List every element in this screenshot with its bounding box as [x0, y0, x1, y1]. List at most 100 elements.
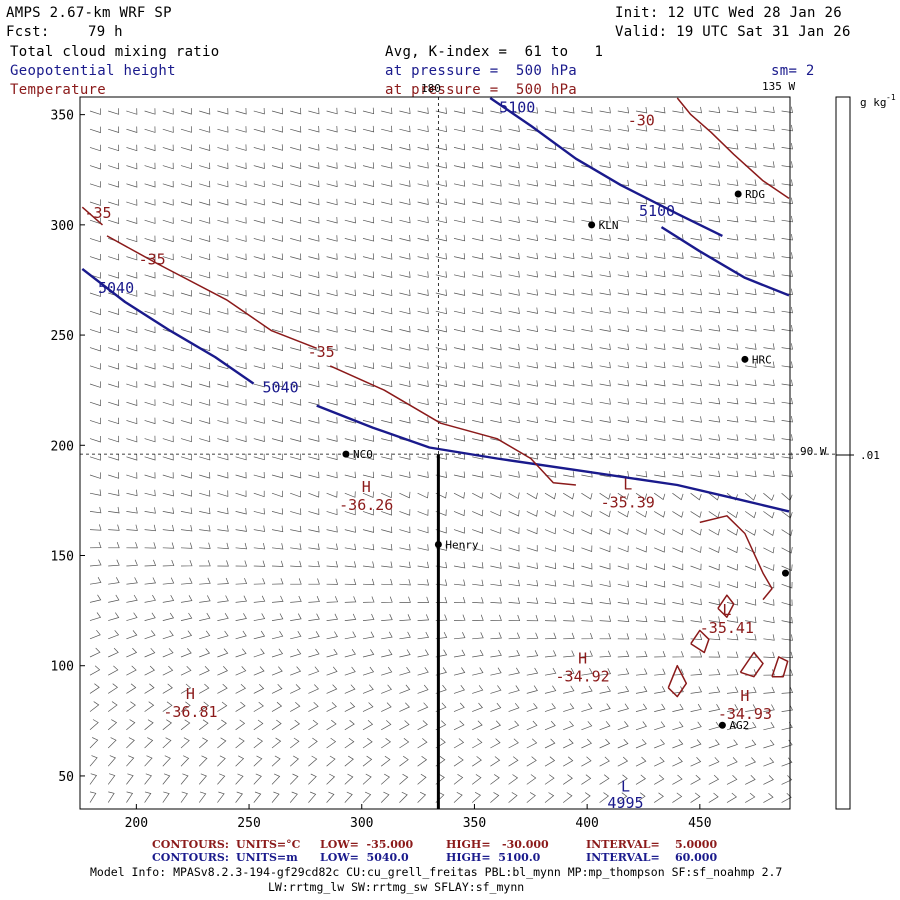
- forecast-hour: 79 h: [88, 24, 123, 40]
- temperature-contour: [676, 97, 790, 200]
- station-label: RDG: [745, 188, 765, 201]
- footer-temp-contours: CONTOURS:: [152, 838, 229, 851]
- temperature-contour: [667, 664, 688, 698]
- extremum-type-label: L: [623, 476, 632, 494]
- extremum-value-label: -35.39: [601, 494, 655, 512]
- field-temperature: Temperature: [10, 82, 107, 98]
- station-label: HRC: [752, 353, 772, 366]
- height-contour: [316, 404, 790, 513]
- station-label: AG2: [729, 719, 749, 732]
- colorbar-unit: g kg: [860, 96, 887, 109]
- x-axis-tick-label: 200: [125, 816, 148, 831]
- smoothing-value: sm= 2: [771, 63, 815, 79]
- temperature-contour: [771, 656, 789, 678]
- y-axis-tick-label: 100: [51, 660, 74, 675]
- temperature-contour-label: -35: [84, 204, 111, 222]
- temperature-contour: [690, 629, 710, 654]
- station-label: NCO: [353, 448, 373, 461]
- footer-temp-high: HIGH= -30.000: [446, 838, 549, 851]
- station-label: KLN: [599, 219, 619, 232]
- colorbar-tick-label: .01: [860, 449, 880, 462]
- temperature-contour-label: -35: [139, 251, 166, 269]
- footer-temp-units: UNITS=°C: [236, 838, 301, 851]
- footer-temp-interval: INTERVAL= 5.0000: [586, 838, 718, 851]
- height-contour: [489, 97, 723, 237]
- station-marker: [741, 355, 749, 363]
- valid-time: Valid: 19 UTC Sat 31 Jan 26: [615, 24, 851, 40]
- footer-temp-low: LOW= -35.000: [320, 838, 414, 851]
- field-geopotential-height: Geopotential height: [10, 63, 176, 79]
- footer-height-high: HIGH= 5100.0: [446, 851, 541, 864]
- footer-height-contours: CONTOURS:: [152, 851, 229, 864]
- field-cloud-mixing-ratio: Total cloud mixing ratio: [10, 44, 220, 60]
- temperature-contour-label: -35: [308, 343, 335, 361]
- extremum-type-label: H: [362, 478, 371, 496]
- height-contour: [81, 267, 255, 385]
- y-axis-tick-label: 150: [51, 550, 74, 565]
- footer-height-units: UNITS=m: [236, 851, 298, 864]
- extremum-value-label: -35.41: [700, 619, 754, 637]
- extremum-value-label: -34.92: [556, 668, 610, 686]
- extremum-type-label: L: [722, 601, 731, 619]
- station-marker: [734, 190, 742, 198]
- wind-barbs: [89, 106, 794, 803]
- y-axis-tick-label: 300: [51, 219, 74, 234]
- extremum-value-label: -34.93: [718, 705, 772, 723]
- colorbar-unit-exponent: -1: [886, 93, 896, 102]
- colorbar: [835, 96, 851, 810]
- markers: H-36.26L-35.39L-35.41H-34.92H-34.93H-36.…: [163, 188, 789, 812]
- model-info-physics: LW:rrtmg_lw SW:rrtmg_sw SFLAY:sf_mynn: [268, 880, 525, 894]
- temperature-contour: [699, 515, 773, 601]
- footer-height-interval: INTERVAL= 60.000: [586, 851, 718, 864]
- height-contour-label: 5040: [263, 378, 299, 396]
- pressure-level-temperature: at pressure = 500 hPa: [385, 82, 578, 98]
- extremum-type-label: H: [740, 687, 749, 705]
- grid-label-90w: 90 W: [800, 445, 827, 458]
- temperature-contour-label: -30: [628, 112, 655, 130]
- x-axis-tick-label: 400: [575, 816, 598, 831]
- axes: 200 250 300 350 400 450 50 100 150 200 250 300 350: [51, 109, 712, 831]
- temperature-contour: [717, 594, 735, 618]
- wind-barb-field: [89, 106, 794, 803]
- height-contours: 5100 5100 5040 5040: [81, 97, 790, 513]
- height-contour-label: 5040: [98, 279, 134, 297]
- height-contour: [660, 226, 790, 297]
- temperature-contour: [106, 235, 317, 349]
- avg-kindex: Avg, K-index = 61 to 1: [385, 44, 604, 60]
- model-title: AMPS 2.67-km WRF SP: [6, 5, 172, 21]
- height-contour-label: 5100: [499, 98, 535, 116]
- station-marker: [781, 569, 789, 577]
- y-axis-tick-label: 50: [58, 770, 74, 785]
- y-axis-tick-label: 350: [51, 109, 74, 124]
- grid-label-180: 180: [421, 82, 441, 95]
- station-marker: [718, 721, 726, 729]
- temperature-contours: -30 -35 -35 -35: [81, 97, 790, 698]
- extremum-value-label: 4995: [607, 794, 643, 812]
- y-axis-tick-label: 250: [51, 329, 74, 344]
- x-axis-tick-label: 300: [350, 816, 373, 831]
- extremum-value-label: -36.81: [163, 703, 217, 721]
- station-marker: [434, 540, 442, 548]
- extremum-type-label: L: [621, 778, 630, 796]
- footer-height-low: LOW= 5040.0: [320, 851, 409, 864]
- x-axis-tick-label: 450: [688, 816, 711, 831]
- extremum-type-label: H: [578, 650, 587, 668]
- y-axis-tick-label: 200: [51, 439, 74, 454]
- x-axis-tick-label: 350: [463, 816, 486, 831]
- height-contour-label: 5100: [639, 202, 675, 220]
- map-grid-lines: [80, 97, 836, 809]
- station-marker: [342, 450, 350, 458]
- extremum-value-label: -36.26: [339, 496, 393, 514]
- x-axis-tick-label: 250: [237, 816, 260, 831]
- temperature-contour: [739, 651, 764, 678]
- extremum-type-label: H: [186, 685, 195, 703]
- grid-label-135w: 135 W: [762, 80, 795, 93]
- model-info: Model Info: MPASv8.2.3-194-gf29cd82c CU:…: [90, 865, 783, 879]
- pressure-level-height: at pressure = 500 hPa: [385, 63, 578, 79]
- init-time: Init: 12 UTC Wed 28 Jan 26: [615, 5, 842, 21]
- forecast-label: Fcst:: [6, 24, 50, 40]
- temperature-contour: [329, 365, 576, 486]
- station-marker: [588, 221, 596, 229]
- temperature-contour: [81, 206, 103, 226]
